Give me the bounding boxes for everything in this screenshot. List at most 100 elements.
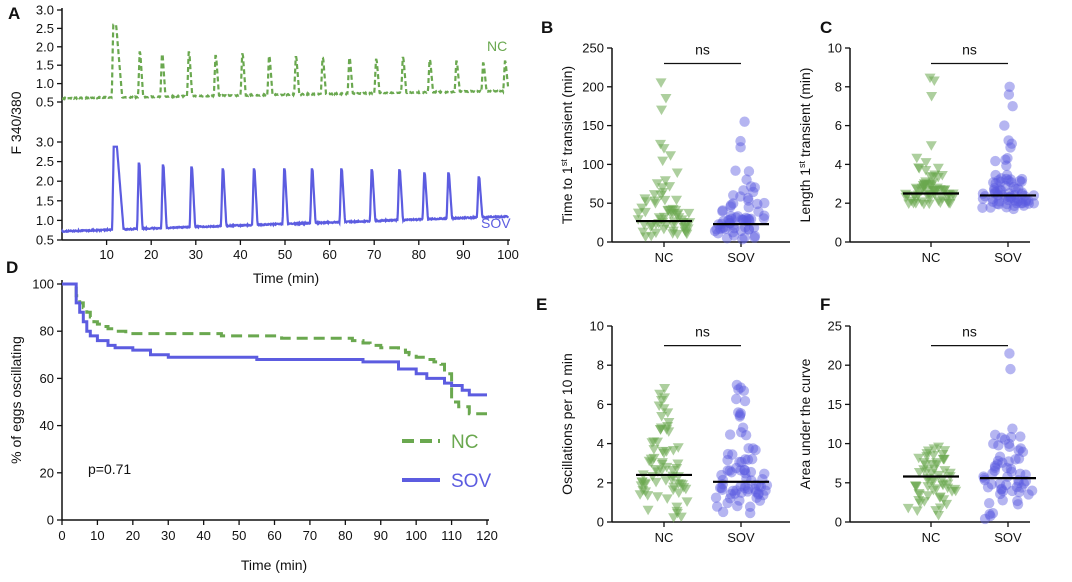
data-point-sov <box>717 506 729 518</box>
data-point-sov <box>1006 138 1017 149</box>
data-point-sov <box>722 497 733 509</box>
data-point-nc <box>640 487 652 497</box>
data-point-sov <box>724 429 736 440</box>
tick-label-a-x: 60 <box>322 247 336 262</box>
data-point-sov <box>1013 183 1024 194</box>
data-point-nc <box>683 208 695 219</box>
data-point-nc <box>671 195 683 206</box>
data-point-sov <box>735 481 746 492</box>
axis-label-a-x: Time (min) <box>253 270 319 286</box>
tick-label-a-y: 0.5 <box>36 95 54 110</box>
data-point-nc <box>645 458 657 468</box>
data-point-nc <box>918 497 930 507</box>
axis-label-c-y: Length 1st transient (min) <box>797 68 813 223</box>
data-point-sov <box>726 467 737 478</box>
tick-label-f-y: 25 <box>828 319 842 334</box>
data-point-nc <box>677 480 689 490</box>
data-point-sov <box>987 468 998 479</box>
data-point-nc <box>927 485 939 496</box>
tick-label-a-x: 20 <box>144 247 158 262</box>
data-point-sov <box>711 224 722 235</box>
data-point-sov <box>1023 489 1034 500</box>
data-point-sov <box>1020 196 1031 207</box>
data-point-nc <box>663 427 675 437</box>
data-point-nc <box>661 494 673 504</box>
data-point-sov <box>751 492 762 504</box>
data-point-nc <box>936 194 948 204</box>
data-point-sov <box>1023 198 1035 209</box>
data-point-sov <box>1000 479 1012 491</box>
axis-label-a-y: F 340/380 <box>8 91 24 154</box>
data-point-sov <box>734 495 745 506</box>
data-point-sov <box>1009 195 1021 206</box>
tick-label-e-y: 0 <box>597 515 604 530</box>
axis-label-d-x: Time (min) <box>241 557 307 573</box>
data-point-nc <box>658 144 670 154</box>
data-point-nc <box>913 468 925 478</box>
data-point-sov <box>727 449 738 460</box>
panel-label-b: B <box>541 18 553 37</box>
data-point-sov <box>752 198 763 210</box>
data-point-sov <box>730 212 742 223</box>
tick-label-d-x: 30 <box>161 528 175 543</box>
data-point-sov <box>753 488 764 499</box>
data-point-sov <box>990 169 1001 181</box>
data-point-sov <box>747 186 759 198</box>
significance-label-e: ns <box>695 324 710 340</box>
data-point-nc <box>934 503 946 513</box>
data-point-sov <box>725 210 737 222</box>
data-point-sov <box>710 492 722 503</box>
data-point-nc <box>937 185 949 196</box>
data-point-nc <box>926 477 938 487</box>
data-point-sov <box>736 214 748 225</box>
data-point-sov <box>1001 198 1013 210</box>
data-point-nc <box>660 476 672 486</box>
data-point-sov <box>992 198 1003 210</box>
tick-label-a-y: 1.5 <box>36 58 54 73</box>
data-point-sov <box>994 451 1006 462</box>
data-point-sov <box>716 469 727 481</box>
tick-label-a-x: 70 <box>367 247 381 262</box>
data-point-nc <box>944 468 956 479</box>
tick-label-b-y: 0 <box>597 235 604 250</box>
data-point-nc <box>649 196 661 207</box>
data-point-sov <box>999 120 1010 131</box>
trace-nc <box>62 23 510 101</box>
data-point-sov <box>992 459 1003 470</box>
tick-label-a-y: 1.5 <box>36 193 54 208</box>
tick-label-a-x: 50 <box>278 247 292 262</box>
data-point-sov <box>977 202 988 213</box>
data-point-sov <box>994 478 1006 490</box>
data-point-sov <box>733 407 744 418</box>
data-point-sov <box>989 183 1000 194</box>
data-point-sov <box>735 225 747 236</box>
legend-a-nc: NC <box>487 38 507 54</box>
data-point-sov <box>988 438 999 450</box>
tick-label-a-y: 0.5 <box>36 233 54 248</box>
data-point-sov <box>989 462 1001 473</box>
data-point-sov <box>739 464 750 476</box>
tick-label-a-x: 90 <box>456 247 470 262</box>
data-point-sov <box>750 444 761 456</box>
data-point-sov <box>742 483 754 495</box>
data-point-sov <box>996 432 1007 443</box>
data-point-nc <box>673 213 685 223</box>
data-point-sov <box>1000 154 1011 165</box>
data-point-sov <box>982 482 994 493</box>
data-point-sov <box>743 195 754 206</box>
data-point-sov <box>1001 462 1013 474</box>
data-point-nc <box>902 503 914 514</box>
data-point-nc <box>659 176 671 186</box>
data-point-sov <box>1001 173 1012 185</box>
data-point-sov <box>984 508 995 520</box>
data-point-sov <box>729 488 741 499</box>
data-point-nc <box>650 228 662 239</box>
data-point-sov <box>1003 456 1014 467</box>
data-point-sov <box>712 228 724 239</box>
data-point-sov <box>734 411 746 422</box>
data-point-sov <box>987 508 999 519</box>
data-point-sov <box>722 465 733 476</box>
data-point-sov <box>1007 101 1018 112</box>
data-point-sov <box>1015 197 1027 209</box>
data-point-sov <box>1017 446 1029 458</box>
